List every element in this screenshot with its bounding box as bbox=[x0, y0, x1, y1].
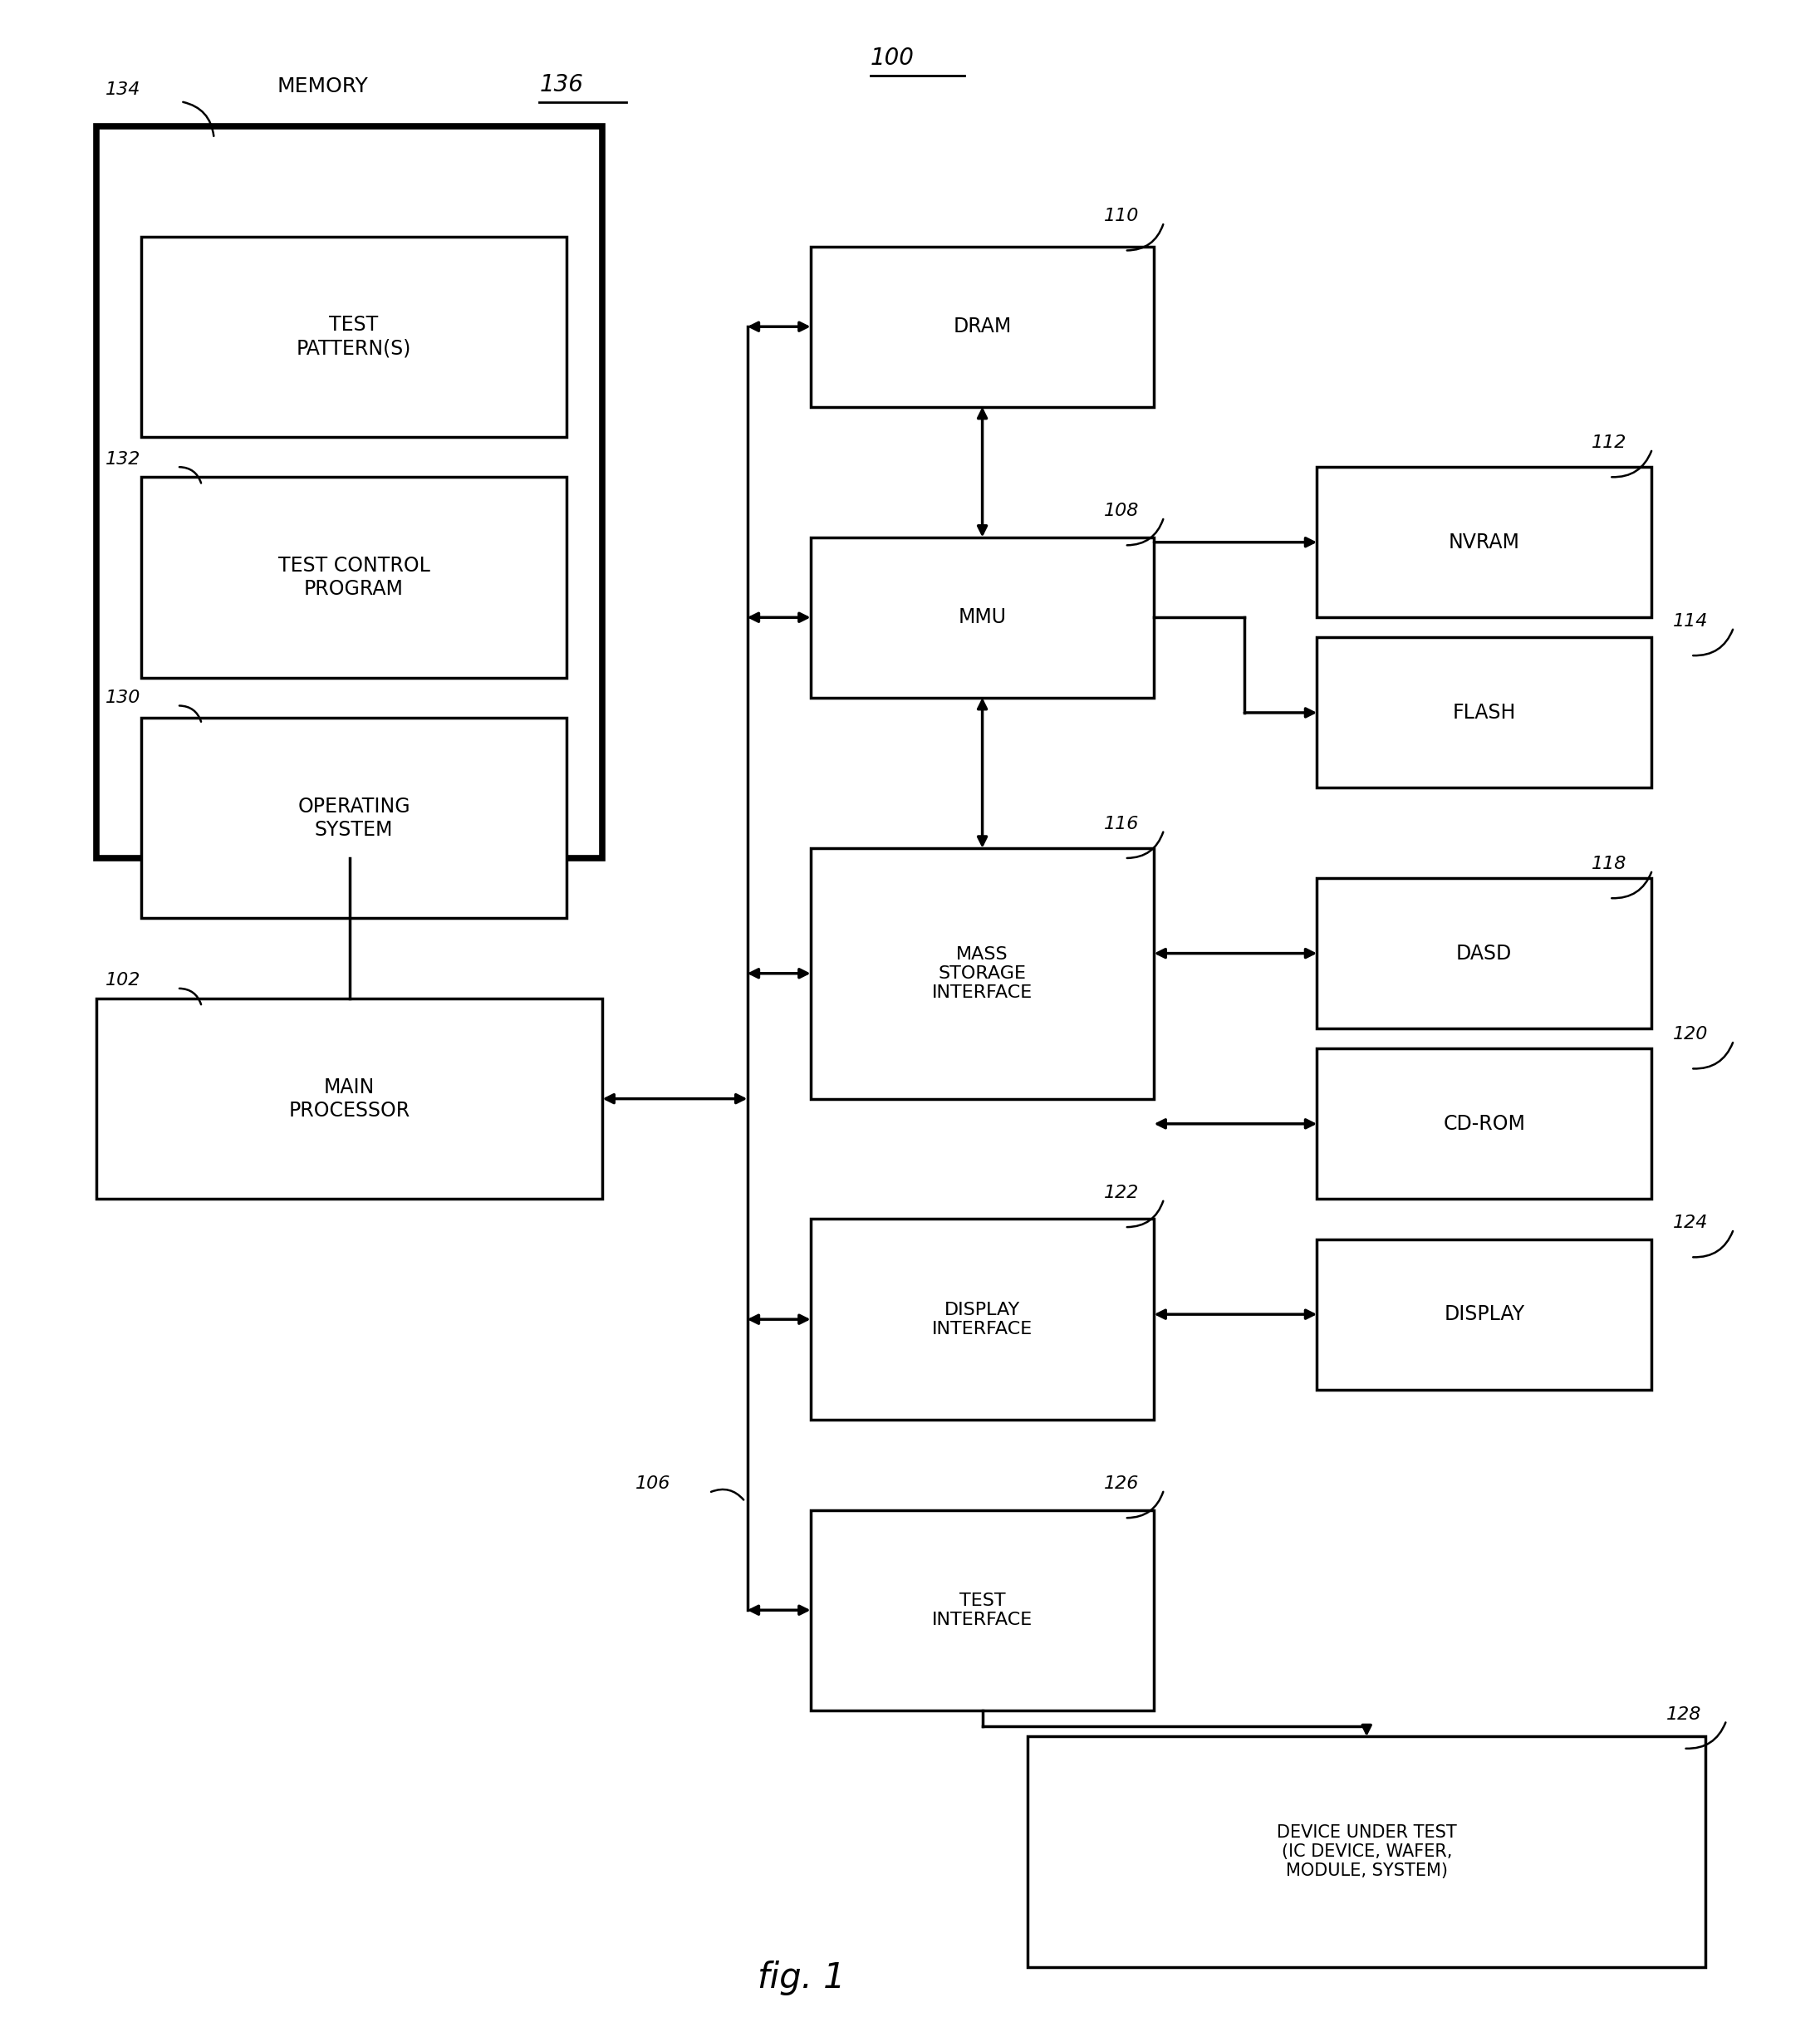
Text: 100: 100 bbox=[870, 46, 914, 71]
Bar bbox=[1318, 637, 1651, 789]
Text: 124: 124 bbox=[1673, 1214, 1709, 1232]
Text: 132: 132 bbox=[106, 450, 140, 468]
Text: DEVICE UNDER TEST
(IC DEVICE, WAFER,
MODULE, SYSTEM): DEVICE UNDER TEST (IC DEVICE, WAFER, MOD… bbox=[1276, 1823, 1456, 1880]
Bar bbox=[810, 1511, 1154, 1710]
Text: OPERATING
SYSTEM: OPERATING SYSTEM bbox=[297, 797, 410, 839]
Bar bbox=[1318, 1049, 1651, 1198]
Text: fig. 1: fig. 1 bbox=[757, 1961, 844, 1995]
Bar bbox=[96, 998, 602, 1198]
Text: DASD: DASD bbox=[1456, 944, 1512, 964]
Text: 106: 106 bbox=[635, 1476, 670, 1493]
Bar bbox=[142, 718, 566, 918]
Text: 136: 136 bbox=[539, 73, 582, 97]
Text: MASS
STORAGE
INTERFACE: MASS STORAGE INTERFACE bbox=[932, 946, 1032, 1000]
Text: DRAM: DRAM bbox=[954, 317, 1012, 337]
Text: 120: 120 bbox=[1673, 1027, 1709, 1043]
Text: DISPLAY: DISPLAY bbox=[1443, 1305, 1525, 1325]
Text: MMU: MMU bbox=[959, 607, 1006, 627]
Text: CD-ROM: CD-ROM bbox=[1443, 1113, 1525, 1134]
Text: 102: 102 bbox=[106, 972, 140, 988]
Text: FLASH: FLASH bbox=[1452, 702, 1516, 722]
Text: 108: 108 bbox=[1103, 502, 1139, 520]
Bar bbox=[142, 236, 566, 438]
Text: TEST
INTERFACE: TEST INTERFACE bbox=[932, 1591, 1032, 1628]
Bar bbox=[1318, 1238, 1651, 1390]
Bar bbox=[142, 478, 566, 678]
Text: 134: 134 bbox=[106, 83, 140, 99]
Bar bbox=[1318, 468, 1651, 617]
Bar bbox=[810, 246, 1154, 407]
Bar bbox=[810, 1218, 1154, 1420]
Bar bbox=[96, 127, 602, 857]
Text: 110: 110 bbox=[1103, 208, 1139, 224]
Text: 122: 122 bbox=[1103, 1184, 1139, 1202]
Text: 128: 128 bbox=[1665, 1706, 1702, 1723]
Text: 118: 118 bbox=[1592, 855, 1627, 873]
Bar bbox=[810, 847, 1154, 1099]
Text: TEST
PATTERN(S): TEST PATTERN(S) bbox=[297, 315, 411, 359]
Text: NVRAM: NVRAM bbox=[1449, 532, 1520, 553]
Text: 114: 114 bbox=[1673, 613, 1709, 629]
Text: 126: 126 bbox=[1103, 1476, 1139, 1493]
Text: MAIN
PROCESSOR: MAIN PROCESSOR bbox=[289, 1077, 410, 1119]
Text: 112: 112 bbox=[1592, 434, 1627, 452]
Text: 130: 130 bbox=[106, 690, 140, 706]
Bar bbox=[810, 537, 1154, 698]
Text: DISPLAY
INTERFACE: DISPLAY INTERFACE bbox=[932, 1301, 1032, 1337]
Bar bbox=[1028, 1737, 1705, 1967]
Bar bbox=[1318, 877, 1651, 1029]
Text: TEST CONTROL
PROGRAM: TEST CONTROL PROGRAM bbox=[278, 557, 430, 599]
Text: 116: 116 bbox=[1103, 815, 1139, 833]
Text: MEMORY: MEMORY bbox=[277, 77, 368, 97]
